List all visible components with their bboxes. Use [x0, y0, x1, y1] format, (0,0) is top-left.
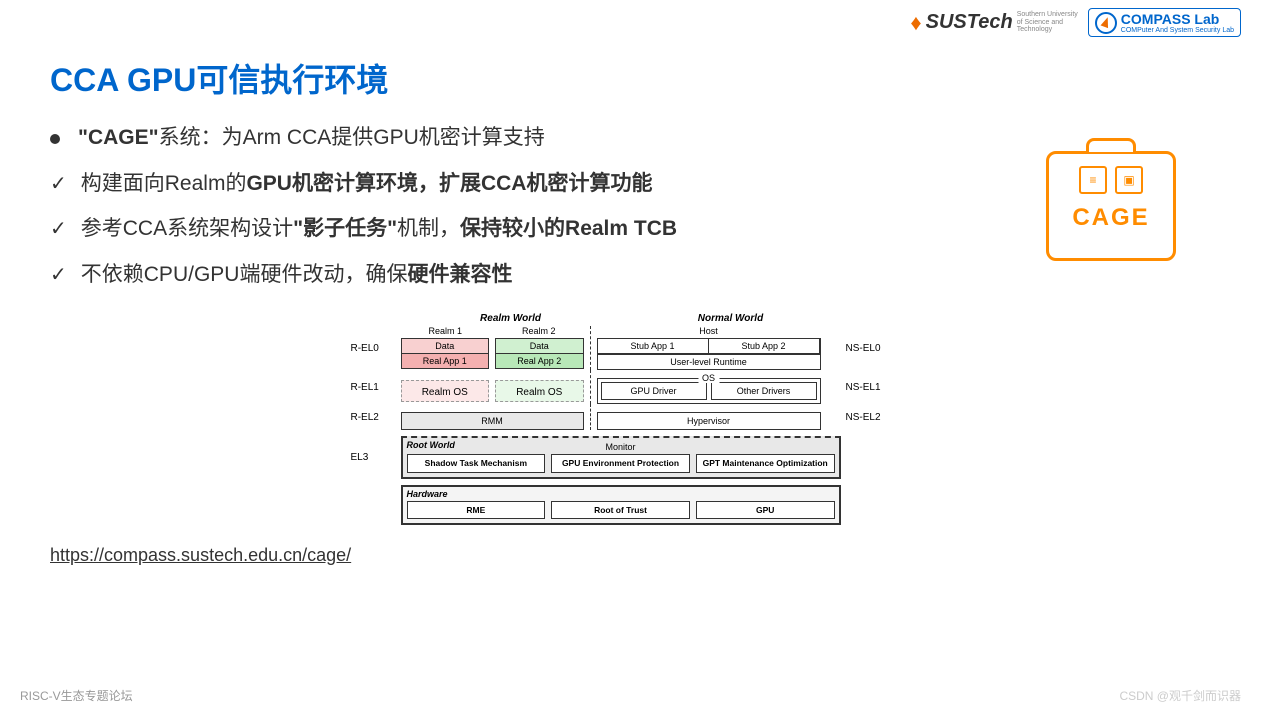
bullet-2: ✓ 构建面向Realm的GPU机密计算环境，扩展CCA机密计算功能: [50, 167, 1011, 201]
chip-icon: ▣: [1115, 166, 1143, 194]
flame-icon: ♦: [910, 10, 921, 36]
compass-sub: COMPuter And System Security Lab: [1121, 27, 1234, 34]
dot-icon: [50, 134, 60, 144]
label-rel1: R-EL1: [351, 370, 401, 404]
compass-name: COMPASS Lab: [1121, 11, 1234, 27]
bullet-list: "CAGE"系统：为Arm CCA提供GPU机密计算支持 ✓ 构建面向Realm…: [50, 121, 1011, 303]
cage-icon-box: ≡ ▣ CAGE: [1046, 151, 1176, 261]
bullet-4: ✓ 不依赖CPU/GPU端硬件改动，确保硬件兼容性: [50, 258, 1011, 292]
doc-icon: ≡: [1079, 166, 1107, 194]
cage-url[interactable]: https://compass.sustech.edu.cn/cage/: [50, 545, 351, 565]
label-rel0: R-EL0: [351, 326, 401, 370]
cage-label: CAGE: [1049, 204, 1173, 232]
compass-icon: [1095, 12, 1117, 34]
world-normal: Normal World: [621, 313, 841, 324]
footer-left: RISC-V生态专题论坛: [20, 687, 133, 704]
label-el3: EL3: [351, 436, 401, 478]
sustech-name: SUSTech: [926, 11, 1013, 34]
reference-link: https://compass.sustech.edu.cn/cage/: [0, 525, 1261, 571]
sustech-logo: ♦ SUSTech Southern University of Science…: [910, 10, 1077, 36]
label-nsel2: NS-EL2: [821, 404, 881, 430]
check-icon: ✓: [50, 216, 67, 241]
sustech-sub: Southern University of Science and Techn…: [1017, 11, 1078, 34]
label-nsel1: NS-EL1: [821, 370, 881, 404]
bullet-3: ✓ 参考CCA系统架构设计"影子任务"机制，保持较小的Realm TCB: [50, 212, 1011, 246]
bullet-1: "CAGE"系统：为Arm CCA提供GPU机密计算支持: [50, 121, 1011, 155]
header-logos: ♦ SUSTech Southern University of Science…: [0, 0, 1261, 45]
compass-logo: COMPASS Lab COMPuter And System Security…: [1088, 8, 1241, 37]
page-title: CCA GPU可信执行环境: [0, 45, 1261, 121]
check-icon: ✓: [50, 262, 67, 287]
architecture-diagram: Realm World Normal World R-EL0 Realm 1Re…: [351, 313, 911, 524]
world-realm: Realm World: [401, 313, 621, 324]
label-rel2: R-EL2: [351, 404, 401, 430]
footer-right: CSDN @观千剑而识器: [1119, 687, 1241, 704]
check-icon: ✓: [50, 171, 67, 196]
label-nsel0: NS-EL0: [821, 326, 881, 370]
